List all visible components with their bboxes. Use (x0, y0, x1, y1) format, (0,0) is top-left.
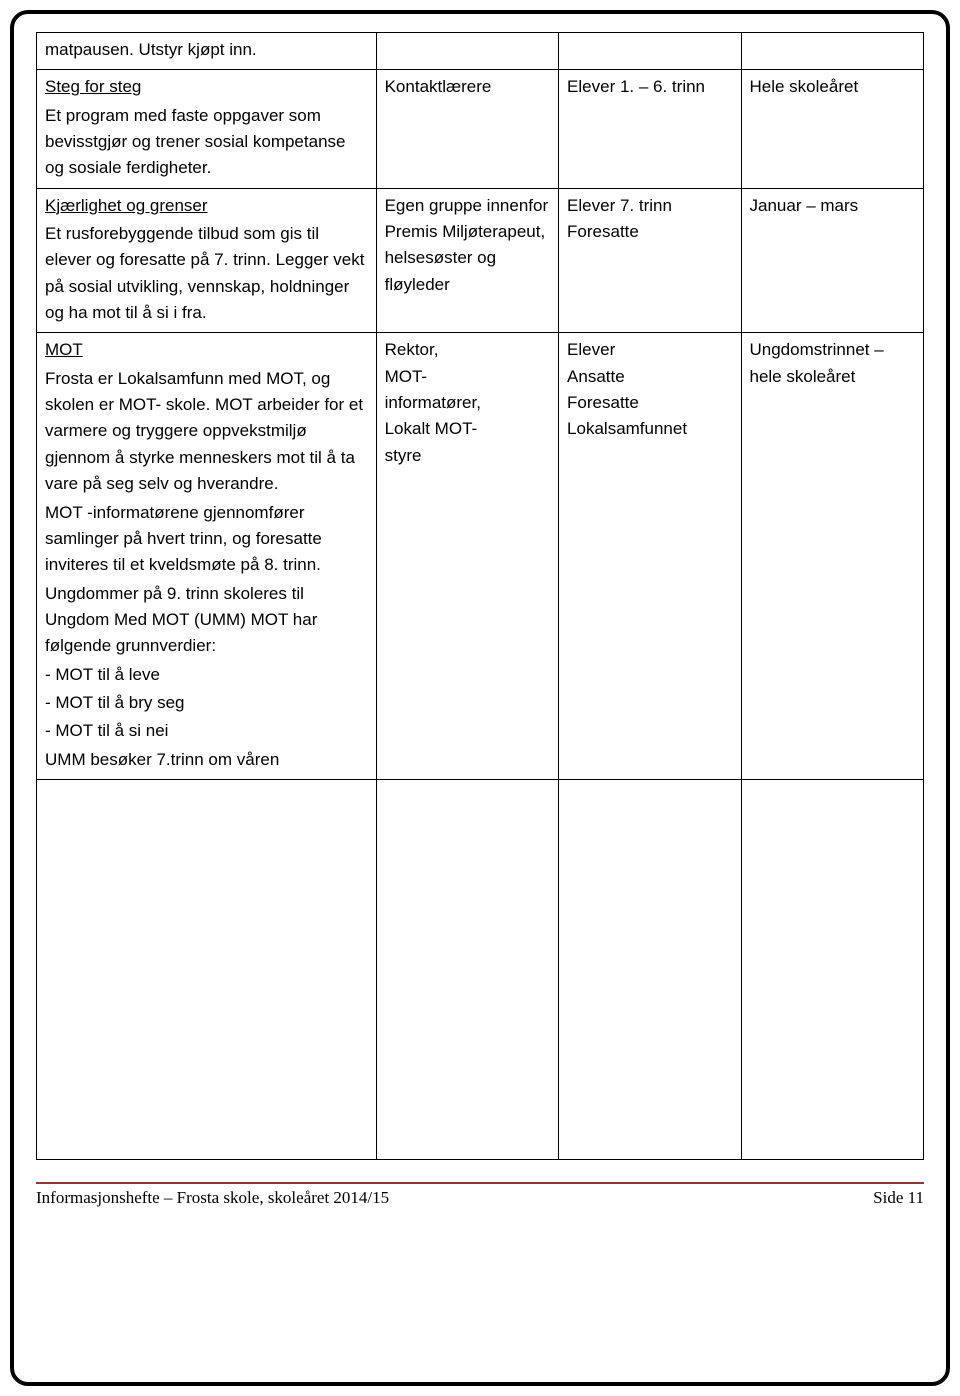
cell-heading: Kjærlighet og grenser (45, 193, 368, 219)
footer-left: Informasjonshefte – Frosta skole, skoleå… (36, 1188, 389, 1208)
cell-c4: Ungdomstrinnet – hele skoleåret (741, 333, 924, 780)
cell-text: Ungdommer på 9. trinn skoleres til Ungdo… (45, 581, 368, 660)
cell-c3: Elever 7. trinn Foresatte (559, 188, 741, 333)
cell-text: Et program med faste oppgaver som beviss… (45, 103, 368, 182)
cell-c1: matpausen. Utstyr kjøpt inn. (37, 33, 377, 70)
page-footer: Informasjonshefte – Frosta skole, skoleå… (36, 1182, 924, 1208)
cell-c1: Kjærlighet og grenser Et rusforebyggende… (37, 188, 377, 333)
cell-c2: Kontaktlærere (376, 70, 558, 188)
cell-heading: Steg for steg (45, 74, 368, 100)
cell-c4: Januar – mars (741, 188, 924, 333)
table-row: Steg for steg Et program med faste oppga… (37, 70, 924, 188)
cell-c2 (376, 33, 558, 70)
content-table: matpausen. Utstyr kjøpt inn. Steg for st… (36, 32, 924, 1160)
cell-c2: Rektor, MOT- informatører, Lokalt MOT- s… (376, 333, 558, 780)
cell-c4 (741, 33, 924, 70)
cell-text: - MOT til å si nei (45, 718, 368, 744)
cell-text: MOT -informatørene gjennomfører samlinge… (45, 500, 368, 579)
cell-text: UMM besøker 7.trinn om våren (45, 747, 368, 773)
cell-c1: MOT Frosta er Lokalsamfunn med MOT, og s… (37, 333, 377, 780)
cell-heading: MOT (45, 337, 368, 363)
cell-c3 (559, 33, 741, 70)
empty-cell (741, 779, 924, 1159)
cell-text: - MOT til å bry seg (45, 690, 368, 716)
cell-c2: Egen gruppe innenfor Premis Miljøterapeu… (376, 188, 558, 333)
empty-cell (37, 779, 377, 1159)
cell-text: matpausen. Utstyr kjøpt inn. (45, 37, 368, 63)
cell-c4: Hele skoleåret (741, 70, 924, 188)
table-row: MOT Frosta er Lokalsamfunn med MOT, og s… (37, 333, 924, 780)
page-frame: matpausen. Utstyr kjøpt inn. Steg for st… (10, 10, 950, 1386)
cell-c3: Elever 1. – 6. trinn (559, 70, 741, 188)
footer-right: Side 11 (873, 1188, 924, 1208)
cell-text: Et rusforebyggende tilbud som gis til el… (45, 221, 368, 326)
cell-c3: Elever Ansatte Foresatte Lokalsamfunnet (559, 333, 741, 780)
cell-c1: Steg for steg Et program med faste oppga… (37, 70, 377, 188)
table-row-empty (37, 779, 924, 1159)
cell-text: Frosta er Lokalsamfunn med MOT, og skole… (45, 366, 368, 498)
table-row: Kjærlighet og grenser Et rusforebyggende… (37, 188, 924, 333)
empty-cell (559, 779, 741, 1159)
empty-cell (376, 779, 558, 1159)
table-row: matpausen. Utstyr kjøpt inn. (37, 33, 924, 70)
cell-text: - MOT til å leve (45, 662, 368, 688)
